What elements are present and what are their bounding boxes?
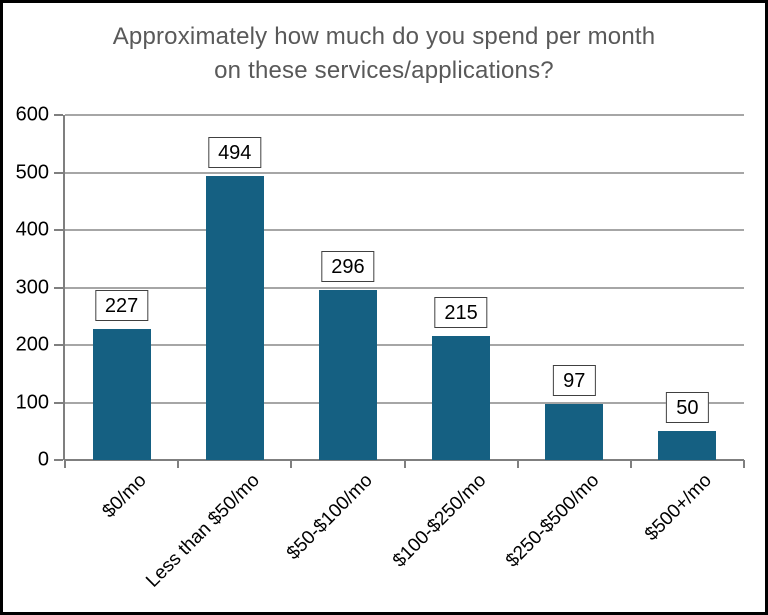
bar-$500+/mo: [658, 431, 717, 460]
x-category-label-2: $50-$100/mo: [282, 470, 377, 565]
x-tick-1: [177, 460, 180, 468]
chart-title-line-1: Approximately how much do you spend per …: [112, 23, 656, 50]
gridline-500: [65, 171, 744, 174]
chart-title-line-2: on these services/applications?: [214, 56, 554, 84]
bar-value-label-$50-$100/mo: 296: [321, 250, 375, 282]
gridline-200: [65, 344, 744, 346]
gridline-100: [65, 401, 744, 404]
y-tick-label-600: 600: [15, 103, 49, 126]
bar-value-label-Less than $50/mo: 494: [208, 136, 262, 168]
gridline-600: [65, 114, 744, 116]
x-category-label-0: $0/mo: [98, 470, 151, 523]
y-tick-100: [54, 401, 63, 404]
x-tick-0: [64, 460, 66, 468]
bar-$100-$250/mo: [432, 336, 491, 460]
gridline-400: [65, 229, 744, 231]
x-category-label-3: $100-$250/mo: [388, 470, 490, 572]
y-tick-400: [54, 229, 63, 231]
y-tick-label-500: 500: [15, 161, 49, 183]
y-tick-label-300: 300: [15, 276, 49, 298]
y-tick-label-100: 100: [15, 391, 49, 413]
gridline-300: [65, 286, 744, 289]
x-category-label-4: $250-$500/mo: [501, 470, 604, 572]
bar-value-label-$500+/mo: 50: [666, 392, 709, 424]
y-tick-300: [54, 286, 63, 289]
y-tick-200: [54, 344, 63, 346]
bar-value-label-$100-$250/mo: 215: [434, 297, 488, 329]
bar-value-label-$0/mo: 227: [94, 290, 149, 322]
y-tick-600: [54, 114, 63, 116]
x-category-label-5: $500+/mo: [641, 470, 717, 545]
bar-Less than $50/mo: [205, 175, 264, 460]
y-tick-label-200: 200: [15, 333, 49, 356]
bar-$250-$500/mo: [545, 404, 604, 460]
y-tick-0: [54, 459, 63, 461]
bar-value-label-$250-$500/mo: 97: [553, 365, 596, 397]
y-axis-line: [63, 115, 65, 460]
y-tick-label-400: 400: [15, 218, 49, 241]
bar-$50-$100/mo: [318, 289, 377, 460]
x-category-label-1: Less than $50/mo: [141, 470, 264, 592]
x-tick-3: [403, 460, 406, 468]
bar-$0/mo: [92, 329, 151, 460]
y-tick-label-0: 0: [37, 448, 49, 471]
y-tick-500: [54, 171, 63, 174]
x-tick-2: [290, 460, 293, 468]
x-tick-4: [516, 460, 519, 468]
x-tick-5: [629, 460, 632, 468]
chart-title: Approximately how much do you spend per …: [0, 20, 768, 87]
x-tick-6: [743, 460, 745, 468]
